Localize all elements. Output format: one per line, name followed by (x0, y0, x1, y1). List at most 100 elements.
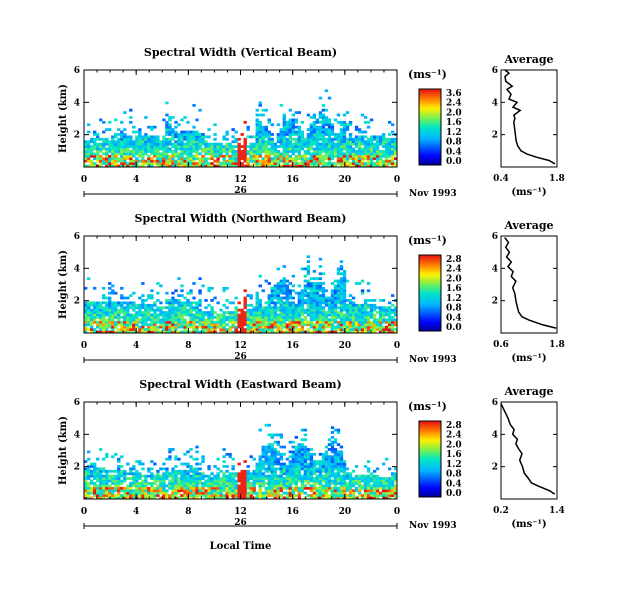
heatmap-cell (144, 328, 148, 331)
heatmap-cell (207, 147, 211, 151)
heatmap-cell (111, 135, 115, 139)
heatmap-cell (132, 142, 136, 146)
heatmap-cell (249, 330, 253, 334)
heatmap-cell (204, 159, 208, 163)
heatmap-cell (342, 308, 347, 312)
heatmap-cell (381, 159, 386, 163)
colorbar-tick-label: 0.0 (446, 157, 462, 167)
heatmap-cell (156, 154, 160, 158)
heatmap-cell (303, 284, 308, 288)
heatmap-cell (348, 157, 353, 161)
heatmap-cell (258, 494, 262, 497)
heatmap-cell (375, 150, 380, 153)
heatmap-cell (225, 469, 229, 473)
heatmap-cell (141, 301, 145, 305)
heatmap-cell (210, 477, 214, 480)
heatmap-cell (96, 484, 100, 488)
heatmap-cell (246, 491, 250, 495)
heatmap-cell (390, 152, 395, 156)
heatmap-cell (288, 291, 293, 295)
heatmap-cell (327, 455, 332, 459)
heatmap-cell (267, 474, 271, 478)
heatmap-cell (138, 320, 142, 324)
heatmap-cell (90, 162, 94, 165)
heatmap-cell (366, 157, 371, 161)
heatmap-cell (258, 137, 262, 141)
heatmap-cell (234, 328, 238, 331)
heatmap-cell (189, 455, 193, 459)
heatmap-cell (183, 489, 187, 493)
heatmap-cell (321, 306, 326, 310)
heatmap-cell (117, 150, 121, 153)
heatmap-cell (285, 496, 289, 500)
heatmap-cell (366, 125, 371, 129)
heatmap-cell (189, 137, 193, 141)
heatmap-cell (267, 469, 271, 473)
heatmap-cell (339, 301, 344, 305)
x-tick-label: 0 (394, 507, 400, 517)
heatmap-cell (303, 486, 308, 490)
heatmap-cell (165, 113, 169, 117)
heatmap-cell (354, 162, 359, 165)
heatmap-cell (189, 152, 193, 156)
heatmap-cell (393, 489, 398, 493)
heatmap-cell (114, 133, 118, 136)
heatmap-cell (390, 491, 395, 495)
heatmap-cell (261, 313, 265, 317)
heatmap-cell (126, 491, 130, 495)
heatmap-cell (375, 323, 380, 327)
heatmap-cell (321, 157, 326, 161)
heatmap-cell (279, 306, 283, 310)
y-axis-label: Height (km) (58, 416, 69, 485)
heatmap-cell (294, 145, 299, 148)
heatmap-cell (162, 152, 166, 156)
heatmap-cell (381, 491, 386, 495)
heatmap-cell (159, 142, 163, 146)
heatmap-cell (192, 301, 196, 305)
heatmap-cell (246, 496, 250, 500)
colorbar-swatch (419, 154, 441, 157)
heatmap-cell (294, 477, 299, 480)
heatmap-cell (387, 147, 392, 151)
heatmap-cell (102, 489, 106, 493)
heatmap-cell (315, 291, 320, 295)
heatmap-cell (270, 286, 274, 290)
heatmap-cell (345, 164, 350, 168)
heatmap-cell (186, 301, 190, 305)
heatmap-cell (369, 472, 374, 476)
heatmap-cell (150, 164, 154, 168)
heatmap-cell (219, 325, 223, 329)
heatmap-cell (168, 474, 172, 478)
heatmap-cell (294, 311, 299, 314)
heatmap-cell (354, 157, 359, 161)
heatmap-cell (327, 142, 332, 146)
heatmap-cell (99, 145, 103, 148)
heatmap-cell (384, 491, 389, 495)
heatmap-cell (93, 301, 97, 305)
heatmap-cell (252, 306, 256, 310)
heatmap-cell (357, 328, 362, 331)
heatmap-cell (153, 486, 157, 490)
heatmap-cell (102, 159, 106, 163)
heatmap-cell (315, 328, 320, 331)
heatmap-cell (96, 325, 100, 329)
colorbar-swatch (419, 446, 441, 449)
heatmap-cell (384, 164, 389, 168)
heatmap-cell (246, 311, 250, 314)
heatmap-cell (228, 328, 232, 331)
heatmap-cell (132, 150, 136, 153)
heatmap-cell (258, 306, 262, 310)
heatmap-cell (183, 147, 187, 151)
heatmap-cell (141, 316, 145, 319)
heatmap-cell (102, 120, 106, 124)
heatmap-cell (141, 484, 145, 488)
heatmap-cell (111, 477, 115, 480)
heatmap-cell (276, 460, 280, 463)
heatmap-cell (225, 323, 229, 327)
heatmap-cell (180, 486, 184, 490)
heatmap-cell (264, 128, 268, 131)
heatmap-cell (327, 462, 332, 466)
heatmap-cell (297, 157, 302, 161)
heatmap-cell (243, 496, 247, 500)
